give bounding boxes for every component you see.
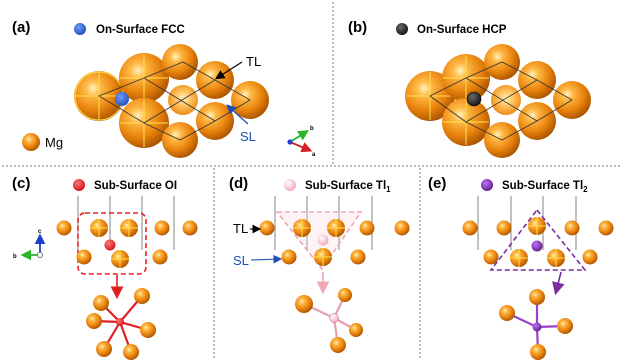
panel-d-title-subscript: 1	[386, 185, 391, 194]
tl2-site-atom	[531, 240, 543, 252]
axis-triad-c: c b	[13, 229, 46, 261]
mg-atom-second-layer	[491, 85, 521, 115]
sl-pointer-arrow	[226, 104, 249, 125]
panel-e-title-main: Sub-Surface Tl	[502, 180, 583, 192]
mg-atom	[76, 249, 92, 265]
mg-atom	[499, 305, 515, 321]
mg-atom-second-layer	[168, 85, 198, 115]
tl1-site-atom	[317, 234, 329, 246]
axis-b-arrow	[289, 130, 310, 143]
mg-atom	[483, 249, 499, 265]
mg-atom	[598, 220, 614, 236]
mg-legend-atom-icon	[22, 133, 40, 151]
panel-e-title: Sub-Surface Tl2	[502, 180, 588, 194]
axis-origin	[37, 251, 44, 258]
hcp-site-atom	[466, 91, 482, 107]
mg-atom	[529, 289, 545, 305]
sl-label-d: SL	[233, 253, 249, 268]
lattice-lines-e	[477, 196, 577, 250]
mg-atom	[96, 341, 112, 357]
panel-e-title-subscript: 2	[583, 185, 588, 194]
panel-c: (c) Sub-Surface OI	[12, 175, 198, 360]
axis-b-label: b	[13, 254, 17, 260]
mg-atom	[123, 344, 139, 360]
sl-pointer-arrow-d	[250, 254, 283, 264]
slab-atoms-c	[56, 219, 198, 268]
tetrahedral-cluster-e	[499, 289, 573, 360]
mg-atom	[557, 318, 573, 334]
mg-atom	[338, 288, 352, 302]
panel-d-title-main: Sub-Surface Tl	[305, 180, 386, 192]
mg-atom	[582, 249, 598, 265]
tl1-center-atom	[329, 313, 339, 323]
panel-b: (b) On-Surface HCP	[348, 19, 591, 158]
mg-atom	[281, 249, 297, 265]
oi-site-atom	[104, 239, 116, 251]
axis-triad-a: b a	[287, 126, 316, 158]
fcc-marker-icon	[74, 23, 86, 35]
mg-atom	[394, 220, 410, 236]
panel-b-title: On-Surface HCP	[417, 24, 507, 36]
mg-atom	[350, 249, 366, 265]
tl1-marker-icon	[284, 179, 296, 191]
oi-site-highlight-box	[77, 212, 147, 275]
tl2-site-triangle	[489, 208, 587, 271]
oi-marker-icon	[73, 179, 85, 191]
tl2-center-atom	[532, 322, 542, 332]
axis-a-label: a	[312, 152, 316, 158]
mg-legend-label: Mg	[45, 135, 63, 150]
zoom-arrow-e	[552, 271, 565, 296]
mg-atom	[86, 313, 102, 329]
mg-atom	[349, 323, 363, 337]
panel-c-label: (c)	[12, 175, 30, 192]
panel-a-label: (a)	[12, 19, 30, 36]
panel-b-label: (b)	[348, 19, 367, 36]
oi-center-atom	[116, 318, 124, 326]
axis-origin	[287, 139, 293, 145]
axis-b-label: b	[310, 126, 314, 132]
slab-atoms-d	[259, 219, 410, 266]
axis-a-arrow	[289, 141, 313, 153]
octahedral-cluster	[86, 288, 156, 360]
panel-a: (a) On-Surface FCC TL SL Mg	[12, 19, 316, 158]
top-layer-atoms-b	[405, 44, 591, 158]
fcc-site-atom	[115, 92, 129, 106]
tl2-marker-icon	[481, 179, 493, 191]
mg-atom	[259, 220, 275, 236]
panel-d-title: Sub-Surface Tl1	[305, 180, 391, 194]
slab-atoms-e	[462, 217, 614, 267]
mg-atom	[564, 220, 580, 236]
mg-atom	[330, 337, 346, 353]
panel-d: (d) Sub-Surface Tl1 TL	[229, 175, 410, 353]
panel-d-label: (d)	[229, 175, 248, 192]
mg-atom	[295, 295, 313, 313]
mg-atom	[359, 220, 375, 236]
mg-atom	[140, 322, 156, 338]
mg-atom	[162, 44, 198, 80]
mg-atom	[462, 220, 478, 236]
sl-label-a: SL	[240, 129, 256, 144]
tetrahedral-cluster-d	[295, 288, 363, 353]
hcp-marker-icon	[396, 23, 408, 35]
panel-c-title: Sub-Surface OI	[94, 180, 177, 192]
mg-atom	[530, 344, 546, 360]
tl-pointer-arrow	[214, 61, 243, 80]
top-layer-atoms-a	[74, 44, 269, 158]
axis-c-label: c	[38, 229, 42, 235]
mg-atom	[152, 249, 168, 265]
mg-atom	[93, 295, 109, 311]
mg-atom	[154, 220, 170, 236]
mg-atom	[56, 220, 72, 236]
panel-e-label: (e)	[428, 175, 446, 192]
mg-atom	[496, 220, 512, 236]
tl-label-a: TL	[246, 54, 261, 69]
tl-label-d: TL	[233, 221, 248, 236]
unit-cell-lines-a	[98, 61, 251, 141]
panel-a-title: On-Surface FCC	[96, 24, 185, 36]
unit-cell-lines-b	[429, 61, 573, 141]
mg-atom	[134, 288, 150, 304]
panel-e: (e) Sub-Surface Tl2	[428, 175, 614, 360]
mg-atom	[182, 220, 198, 236]
